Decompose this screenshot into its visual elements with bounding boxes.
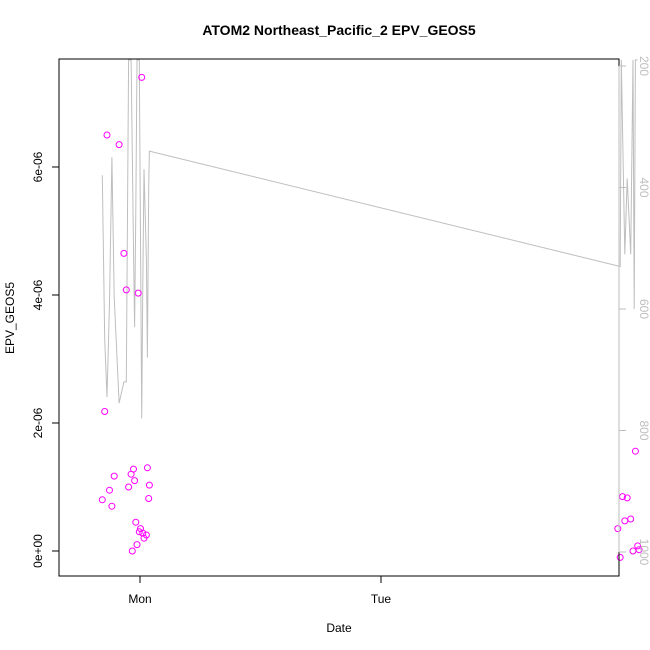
data-point: [631, 447, 639, 455]
data-point: [132, 518, 140, 526]
data-point: [131, 477, 139, 485]
data-point: [623, 494, 631, 502]
data-point: [614, 525, 622, 533]
y-axis-left: 0e+00 2e-06 4e-06 6e-06: [31, 151, 60, 568]
data-point: [143, 464, 151, 472]
data-point: [98, 496, 106, 504]
data-point: [139, 529, 147, 537]
data-point: [616, 553, 624, 561]
data-point: [120, 249, 128, 257]
data-point: [627, 515, 635, 523]
data-point: [145, 495, 153, 502]
scatter-series-layer: [98, 73, 643, 561]
data-point: [133, 541, 141, 549]
y-tick-label: 6e-06: [31, 151, 45, 182]
y-tick-label: 0e+00: [31, 534, 45, 568]
y-tick-label: 4e-06: [31, 279, 45, 310]
y-tick-label: 2e-06: [31, 407, 45, 438]
data-point: [115, 141, 123, 149]
data-point: [145, 481, 153, 489]
y-right-tick-label: 1000: [637, 539, 650, 566]
data-point: [635, 546, 643, 554]
data-point: [108, 502, 116, 510]
data-point: [134, 289, 142, 297]
data-point: [138, 73, 146, 81]
y-right-tick-label: 600: [637, 299, 650, 319]
pressure-line: [101, 59, 638, 419]
data-point: [110, 472, 118, 480]
x-axis: Mon Tue: [128, 575, 392, 606]
data-point: [142, 531, 150, 539]
data-point: [135, 528, 143, 536]
y-axis-label: EPV_GEOS5: [3, 282, 17, 354]
data-point: [106, 486, 113, 494]
data-point: [130, 465, 137, 473]
data-point: [103, 131, 111, 139]
data-point: [125, 483, 133, 491]
data-point: [634, 542, 642, 550]
y-right-tick-label: 400: [637, 177, 650, 197]
y-right-tick-label: 200: [637, 56, 650, 76]
data-point: [128, 547, 136, 555]
line-series-layer: [101, 59, 638, 419]
y-right-tick-label: 800: [637, 420, 650, 440]
y-axis-right: 200 400 600 800 1000: [618, 56, 650, 566]
data-point: [101, 408, 109, 415]
data-point: [122, 286, 130, 294]
x-axis-label: Date: [326, 621, 352, 635]
x-tick-label: Mon: [128, 592, 151, 606]
x-tick-label: Tue: [371, 592, 392, 606]
chart-title: ATOM2 Northeast_Pacific_2 EPV_GEOS5: [202, 22, 476, 38]
